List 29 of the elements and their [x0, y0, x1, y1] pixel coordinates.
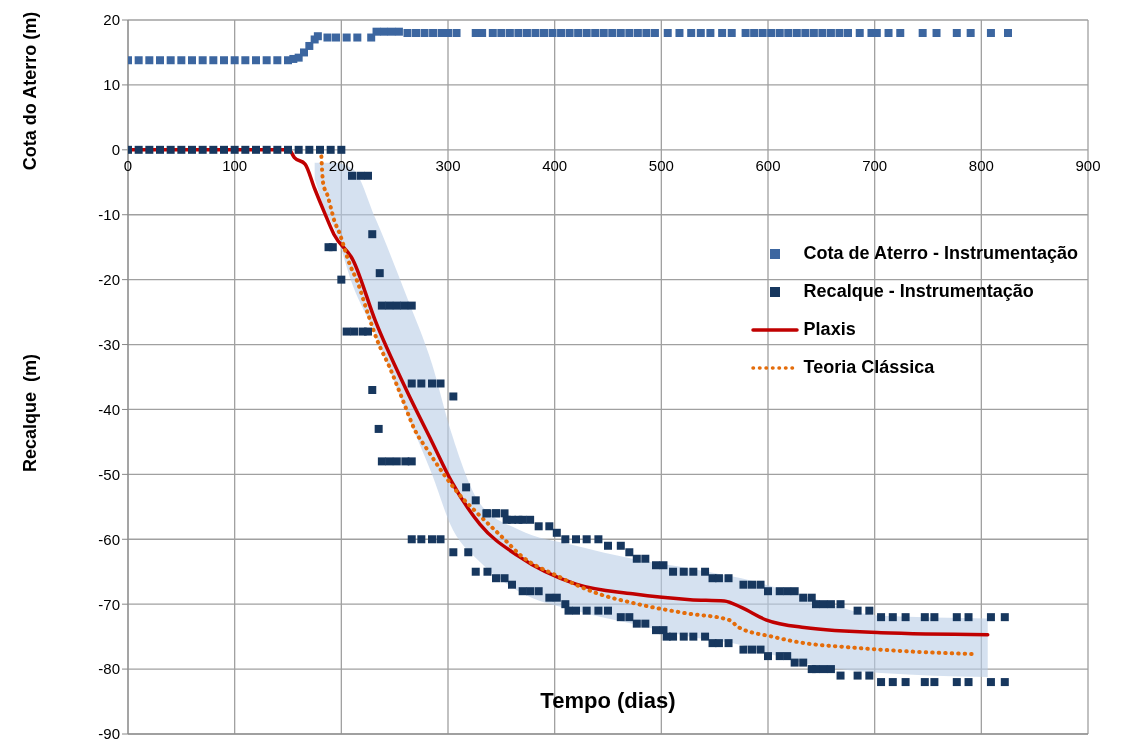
- y-tick-label: -40: [98, 400, 120, 418]
- y-tick-label: -10: [98, 206, 120, 224]
- legend-label: Recalque - Instrumentação: [803, 281, 1034, 302]
- x-tick-label: 0: [123, 157, 133, 174]
- y-tick-label: -90: [98, 725, 120, 743]
- x-tick-label: 400: [542, 157, 568, 174]
- y-tick-label: -30: [98, 335, 120, 353]
- y-tick-label: 10: [103, 76, 120, 94]
- x-tick-label: 700: [862, 157, 888, 174]
- x-tick-label: 100: [222, 157, 248, 174]
- legend-label: Cota de Aterro - Instrumentação: [803, 243, 1078, 264]
- x-tick-label: 200: [328, 157, 354, 174]
- x-tick-label: 800: [968, 157, 994, 174]
- x-tick-label: 900: [1075, 157, 1101, 174]
- text: Cota do Aterro (m): [19, 11, 41, 171]
- y-tick-label: -70: [98, 595, 120, 613]
- y-axis-title: Recalque (m): [19, 354, 41, 473]
- y-tick-label: -60: [98, 530, 120, 548]
- legend-label: Plaxis: [803, 319, 856, 340]
- x-tick-label: 500: [648, 157, 674, 174]
- y-tick-label: -20: [98, 270, 120, 288]
- x-tick-label: 300: [435, 157, 461, 174]
- x-tick-label: 600: [755, 157, 781, 174]
- y-tick-label: -80: [98, 660, 120, 678]
- y-tick-label: -50: [98, 465, 120, 483]
- y-tick-label: 20: [103, 11, 120, 29]
- legend-label: Teoria Clássica: [803, 357, 935, 378]
- y-tick-label: 0: [111, 141, 120, 159]
- x-axis-title: Tempo (dias): [539, 688, 677, 714]
